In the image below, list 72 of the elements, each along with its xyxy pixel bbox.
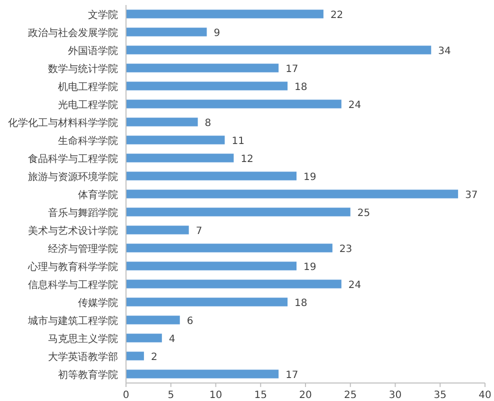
data-label: 19 [304, 262, 316, 273]
data-label: 18 [294, 82, 308, 93]
data-label: 24 [348, 100, 362, 111]
data-label: 17 [286, 64, 298, 75]
bar [126, 262, 297, 270]
y-tick-label: 生命科学学院 [58, 135, 118, 147]
data-label: 37 [465, 190, 478, 201]
y-tick-label: 音乐与舞蹈学院 [48, 207, 118, 219]
y-tick-label: 政治与社会发展学院 [28, 27, 118, 39]
data-label: 34 [438, 46, 451, 57]
bar [126, 82, 288, 90]
x-tick-label: 35 [434, 390, 446, 401]
bar [126, 10, 324, 18]
bar [126, 280, 342, 288]
x-tick-label: 20 [299, 390, 312, 401]
y-tick-label: 文学院 [88, 9, 118, 21]
x-tick-label: 5 [168, 390, 174, 401]
data-label: 19 [304, 172, 316, 183]
y-tick-label: 初等教育学院 [58, 369, 118, 381]
x-tick-label: 40 [478, 390, 492, 401]
bar [126, 208, 350, 216]
bar [126, 226, 189, 234]
bar [126, 64, 279, 72]
y-tick-label: 美术与艺术设计学院 [28, 225, 118, 237]
y-tick-label: 旅游与资源环境学院 [28, 171, 118, 183]
x-tick-label: 10 [209, 390, 222, 401]
bar [126, 334, 162, 342]
bar [126, 316, 180, 324]
bar [126, 352, 144, 360]
y-tick-label: 马克思主义学院 [48, 333, 118, 345]
y-tick-label: 大学英语教学部 [48, 351, 118, 363]
data-label: 24 [348, 280, 362, 291]
data-label: 17 [286, 370, 298, 381]
x-tick-label: 30 [388, 390, 402, 401]
data-label: 12 [240, 154, 254, 165]
y-tick-label: 心理与教育科学学院 [27, 261, 118, 273]
bar [126, 28, 207, 36]
x-tick-label: 25 [344, 390, 357, 401]
y-tick-label: 信息科学与工程学院 [28, 279, 118, 291]
y-tick-label: 化学化工与材料科学学院 [8, 117, 118, 129]
y-tick-label: 城市与建筑工程学院 [27, 315, 118, 327]
y-tick-label: 外国语学院 [68, 45, 118, 57]
y-tick-label: 机电工程学院 [58, 81, 118, 93]
x-tick-label: 0 [122, 390, 130, 401]
data-label: 25 [357, 208, 370, 219]
bar [126, 298, 288, 306]
y-tick-label: 数学与统计学院 [48, 63, 118, 75]
y-tick-label: 传媒学院 [78, 297, 118, 309]
bar [126, 172, 297, 180]
y-tick-label: 经济与管理学院 [48, 243, 118, 255]
data-label: 4 [168, 334, 176, 345]
data-label: 9 [214, 28, 220, 39]
data-label: 22 [330, 10, 344, 21]
x-tick-label: 15 [254, 390, 267, 401]
data-label: 6 [186, 316, 194, 327]
bar [126, 244, 332, 252]
data-label: 11 [232, 136, 244, 147]
bar [126, 46, 432, 54]
bar [126, 118, 198, 126]
y-tick-label: 食品科学与工程学院 [28, 153, 118, 165]
data-label: 18 [294, 298, 308, 309]
y-tick-label: 体育学院 [78, 189, 118, 201]
data-label: 2 [150, 352, 158, 363]
bar [126, 136, 225, 144]
bar [126, 370, 279, 378]
data-label: 8 [204, 118, 212, 129]
data-label: 23 [339, 244, 352, 255]
bar [126, 154, 234, 162]
bar [126, 100, 342, 108]
bar [126, 190, 458, 198]
y-tick-label: 光电工程学院 [58, 99, 118, 111]
data-label: 7 [196, 226, 202, 237]
